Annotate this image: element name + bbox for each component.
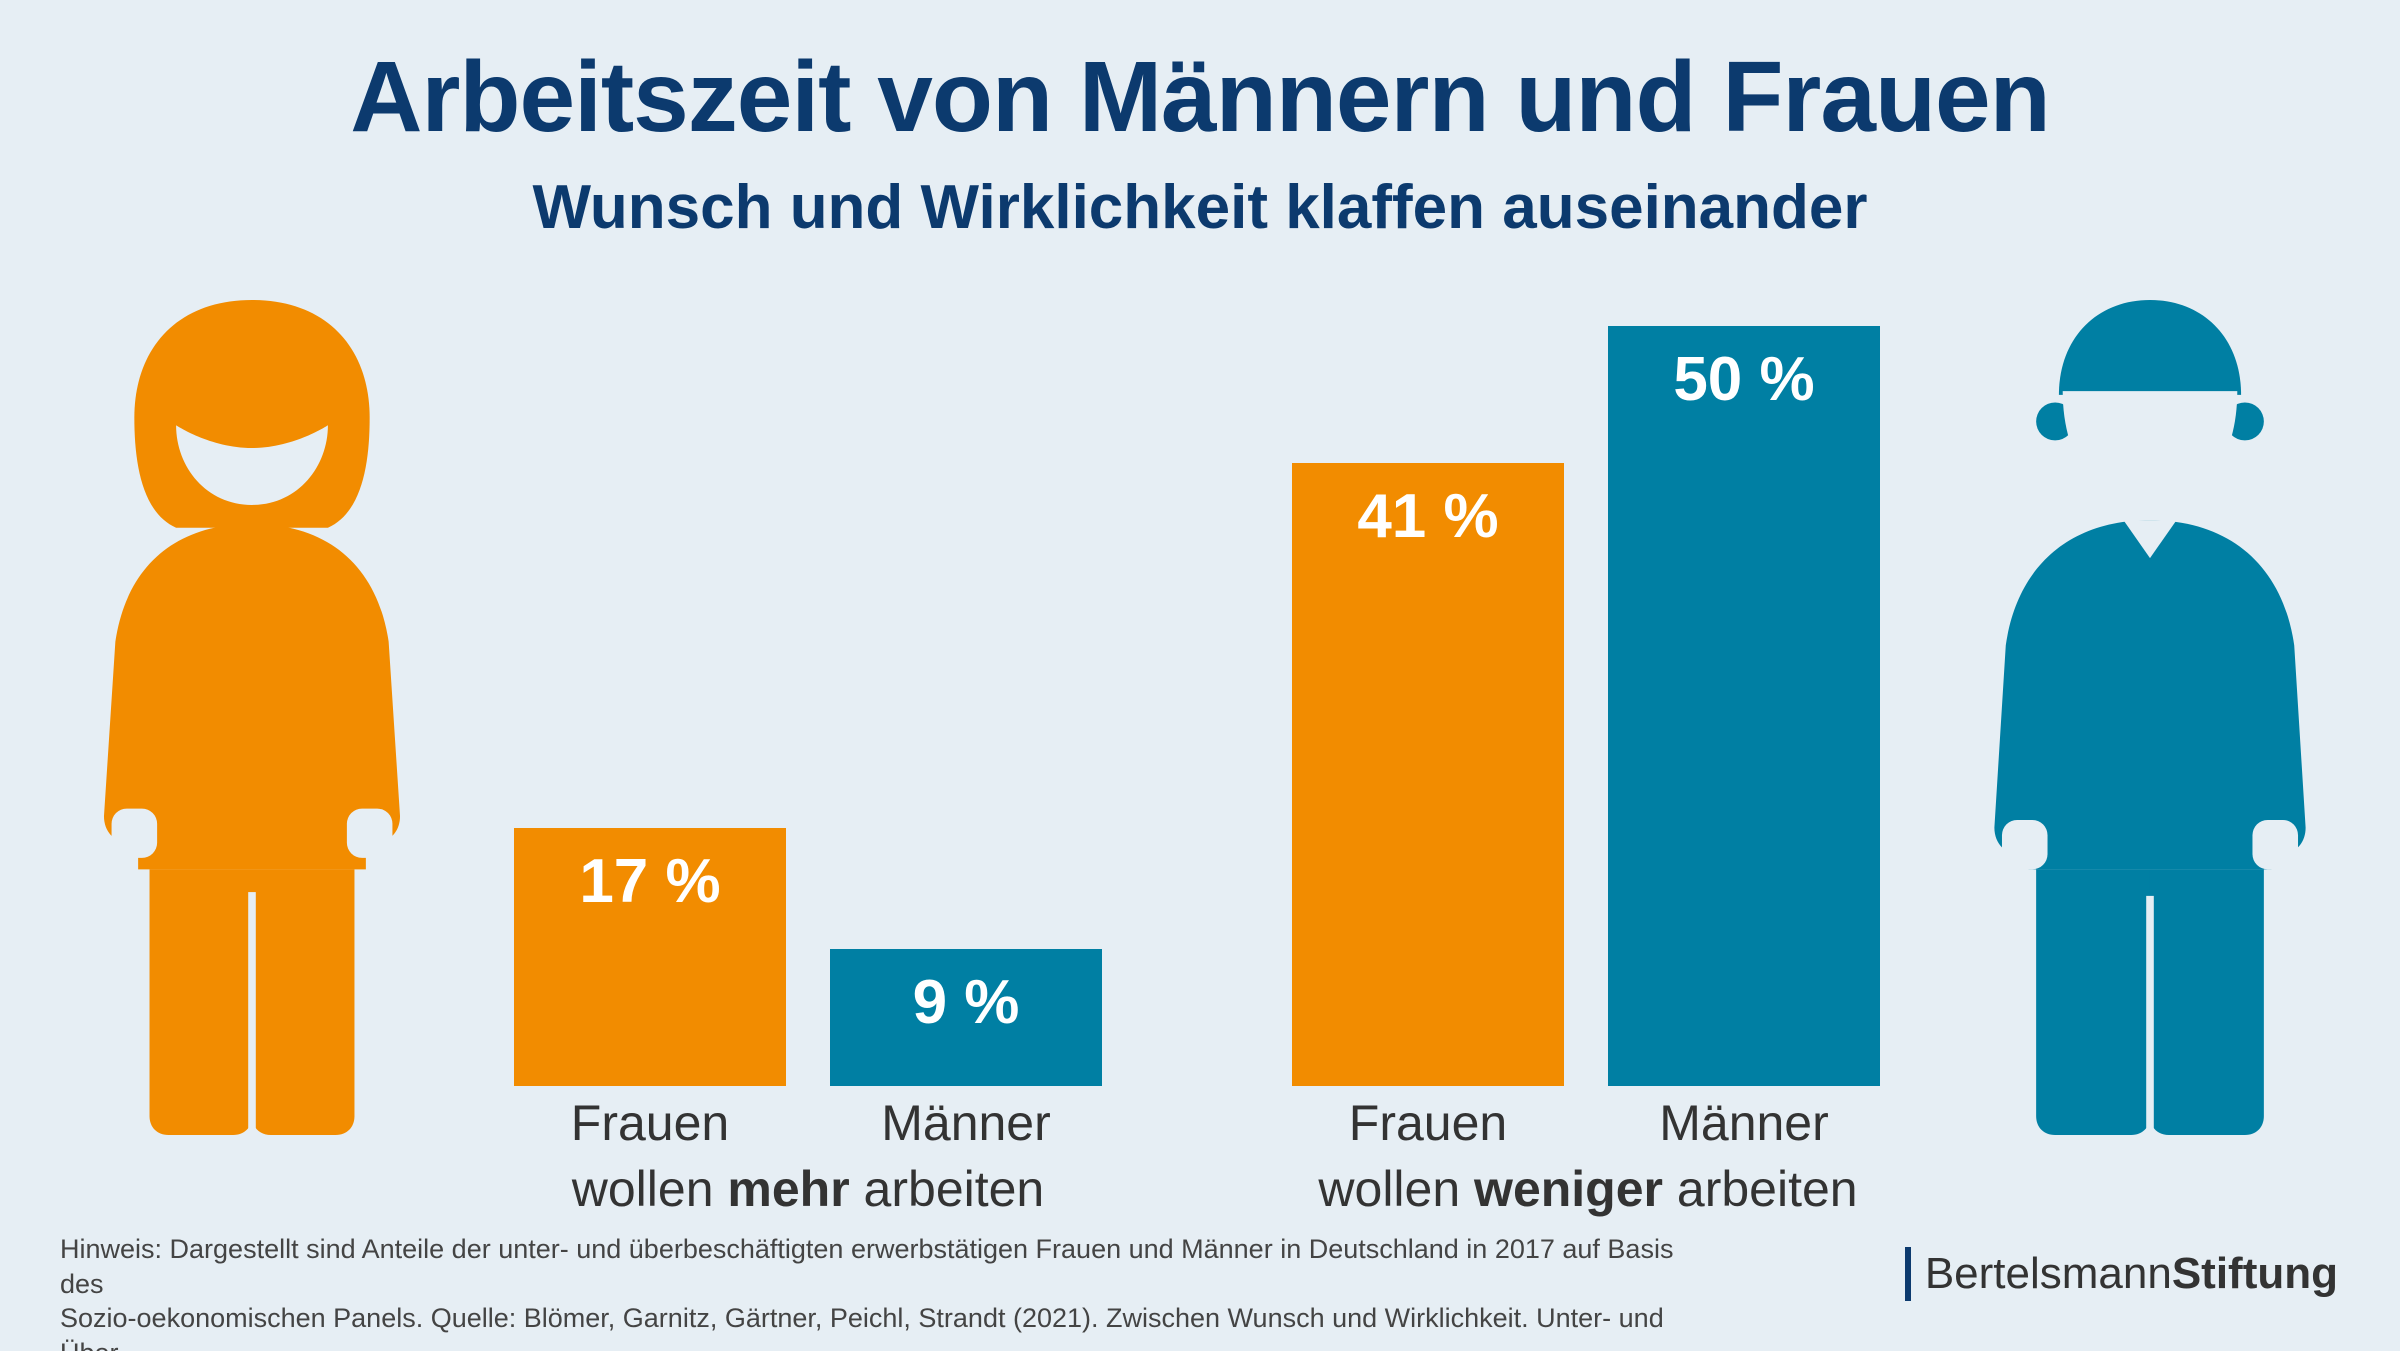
woman-figure-icon: [62, 300, 442, 1135]
axis-label-less-men: Männer: [1608, 1094, 1880, 1152]
brand-logo: BertelsmannStiftung: [1905, 1247, 2338, 1301]
bar-less-women: 41 %: [1292, 463, 1564, 1086]
brand-thin: Bertelsmann: [1925, 1249, 2172, 1298]
infographic-canvas: Arbeitszeit von Männern und Frauen Wunsc…: [0, 0, 2400, 1351]
group-caption-less: wollen weniger arbeiten: [1268, 1160, 1908, 1218]
subtitle: Wunsch und Wirklichkeit klaffen auseinan…: [0, 172, 2400, 243]
bar-value-less-men: 50 %: [1608, 344, 1880, 415]
man-figure-icon: [1950, 300, 2350, 1135]
bar-value-more-women: 17 %: [514, 846, 786, 917]
main-title: Arbeitszeit von Männern und Frauen: [0, 40, 2400, 155]
bar-more-men: 9 %: [830, 949, 1102, 1086]
bar-more-women: 17 %: [514, 828, 786, 1086]
brand-bar-icon: [1905, 1247, 1911, 1301]
brand-text: BertelsmannStiftung: [1925, 1249, 2338, 1299]
axis-label-less-women: Frauen: [1292, 1094, 1564, 1152]
bar-value-more-men: 9 %: [830, 967, 1102, 1038]
bar-value-less-women: 41 %: [1292, 481, 1564, 552]
bar-less-men: 50 %: [1608, 326, 1880, 1086]
group-caption-more: wollen mehr arbeiten: [514, 1160, 1102, 1218]
axis-label-more-men: Männer: [830, 1094, 1102, 1152]
brand-bold: Stiftung: [2172, 1249, 2338, 1298]
axis-label-more-women: Frauen: [514, 1094, 786, 1152]
footnote-text: Hinweis: Dargestellt sind Anteile der un…: [60, 1232, 1700, 1351]
